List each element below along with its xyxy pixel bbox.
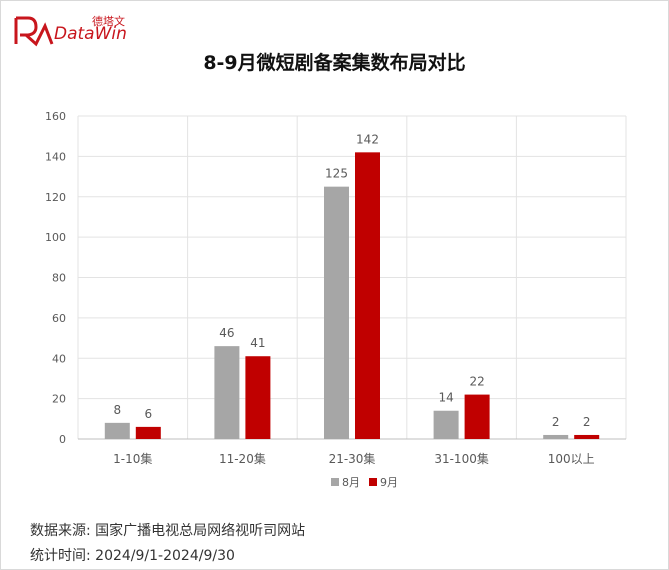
x-category-label: 100以上 [548,452,595,466]
data-label: 2 [552,415,560,429]
x-category-label: 31-100集 [434,451,489,466]
legend-swatch [331,478,339,486]
y-tick-label: 20 [52,393,66,406]
data-source-note: 数据来源: 国家广播电视总局网络视听司网站 [30,523,306,539]
bar-sep [574,434,600,439]
datawin-logo-icon [14,16,54,47]
y-tick-label: 120 [45,191,66,204]
data-label: 14 [438,391,453,405]
logo-chinese-text: 德塔文 [92,15,125,28]
data-label: 142 [356,132,379,146]
category-labels: 1-10集 11-20集 21-30集 31-100集 100以上 [113,451,594,466]
bar-aug [433,410,459,439]
x-category-label: 21-30集 [329,451,376,466]
data-label: 8 [113,403,121,417]
logo-english-text: DataWin [54,24,127,44]
y-tick-label: 60 [52,312,66,325]
data-label: 22 [469,375,484,389]
legend-swatch [369,478,377,486]
y-tick-label: 80 [52,272,66,285]
bar-aug [543,434,569,439]
bar-aug [214,346,240,439]
bar-aug [104,422,130,439]
bar-sep [135,426,161,439]
gridlines [77,115,627,440]
bar-sep [464,394,490,439]
data-label: 2 [583,415,591,429]
chart-title: 8-9月微短剧备案集数布局对比 [203,52,466,74]
y-tick-label: 0 [59,433,66,446]
bar-aug [324,186,349,439]
y-tick-label: 140 [45,150,66,163]
x-category-label: 11-20集 [219,451,266,466]
y-tick-label: 100 [45,231,66,244]
legend: 8月 9月 [331,476,398,489]
bar-sep [355,152,380,439]
data-label: 46 [219,326,234,340]
datawin-logo [12,14,162,54]
bar-sep [245,356,271,439]
legend-label: 9月 [380,476,398,489]
bars [104,152,600,439]
data-label: 6 [144,407,152,421]
data-label: 41 [250,336,265,350]
data-label: 125 [325,167,348,181]
period-note: 统计时间: 2024/9/1-2024/9/30 [30,548,235,564]
x-category-label: 1-10集 [113,451,152,466]
y-tick-label: 40 [52,352,66,365]
legend-label: 8月 [342,476,360,489]
y-axis-ticks: 0 20 40 60 80 100 120 140 160 [45,110,66,446]
y-tick-label: 160 [45,110,66,123]
